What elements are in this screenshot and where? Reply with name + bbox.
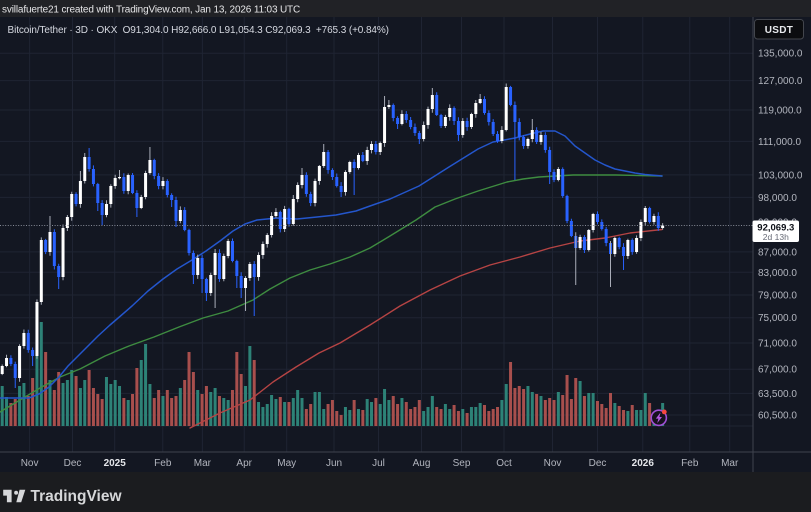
svg-text:83,000.0: 83,000.0 [758,268,797,279]
svg-text:Feb: Feb [154,458,172,469]
svg-text:Aug: Aug [413,458,431,469]
svg-text:Apr: Apr [236,458,252,469]
svg-text:98,000.0: 98,000.0 [758,193,797,204]
svg-text:Jul: Jul [372,458,385,469]
svg-text:Nov: Nov [544,458,562,469]
svg-text:Feb: Feb [681,458,699,469]
svg-text:60,500.0: 60,500.0 [758,411,797,422]
svg-text:103,000.0: 103,000.0 [758,170,803,181]
svg-text:79,000.0: 79,000.0 [758,291,797,302]
svg-text:2d 13h: 2d 13h [763,232,789,242]
svg-text:111,000.0: 111,000.0 [758,137,801,148]
svg-text:135,000.0: 135,000.0 [758,49,803,60]
svg-text:Oct: Oct [496,458,512,469]
svg-text:USDT: USDT [765,25,793,36]
svg-text:2025: 2025 [104,458,127,469]
svg-text:63,500.0: 63,500.0 [758,389,797,400]
svg-text:TradingView: TradingView [31,488,123,505]
svg-text:Bitcoin/Tether · 3D · OKX O91: Bitcoin/Tether · 3D · OKX O91,304.0 H92,… [8,25,389,36]
svg-text:svillafuerte21 created with Tr: svillafuerte21 created with TradingView.… [2,5,300,16]
svg-text:Mar: Mar [194,458,212,469]
svg-text:Dec: Dec [64,458,82,469]
svg-text:92,069.3: 92,069.3 [757,223,794,234]
svg-text:2026: 2026 [632,458,655,469]
svg-text:Mar: Mar [721,458,739,469]
svg-text:119,000.0: 119,000.0 [758,106,802,117]
svg-text:75,000.0: 75,000.0 [758,313,797,324]
svg-text:67,000.0: 67,000.0 [758,365,797,376]
svg-text:Jun: Jun [326,458,342,469]
svg-text:71,000.0: 71,000.0 [758,339,797,350]
svg-text:Dec: Dec [589,458,607,469]
svg-text:127,000.0: 127,000.0 [758,76,803,87]
svg-text:Nov: Nov [21,458,39,469]
svg-text:May: May [277,458,296,469]
svg-text:87,000.0: 87,000.0 [758,247,797,258]
svg-text:Sep: Sep [453,458,471,469]
